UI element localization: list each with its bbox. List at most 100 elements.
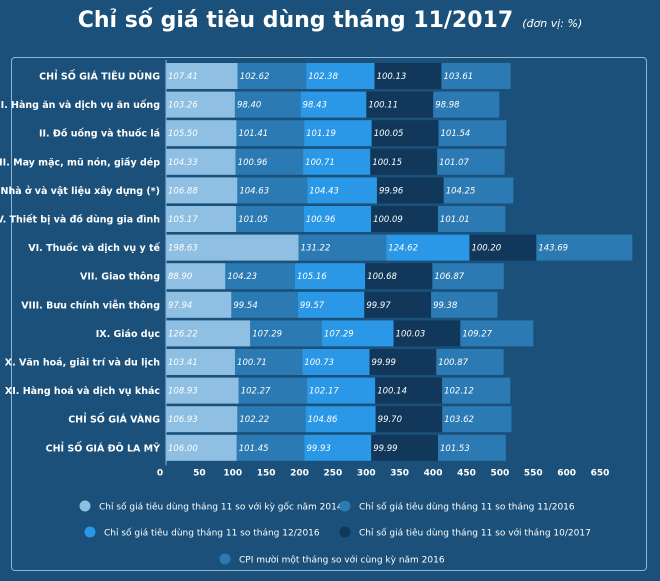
bar-value-label: 99.97 — [366, 301, 391, 311]
bar-segment — [438, 434, 506, 461]
bar-value-label: 101.07 — [439, 158, 469, 168]
bar-segment — [536, 234, 633, 261]
bar-segment — [321, 320, 394, 347]
legend-entry[interactable]: Chỉ số giá tiêu dùng tháng 11 so tháng 1… — [104, 528, 320, 539]
bar-segment — [166, 63, 238, 89]
bar-segment — [366, 91, 434, 118]
bar-value-label: 105.17 — [168, 215, 198, 225]
category-label: V. Thiết bị và đồ dùng gia đình — [0, 215, 160, 226]
category-label: VIII. Bưu chính viễn thông — [21, 300, 160, 311]
bar-value-label: 107.29 — [252, 329, 282, 339]
bar-value-label: 100.05 — [374, 129, 404, 139]
bar-segment — [371, 434, 439, 461]
bar-segment — [250, 320, 322, 347]
legend-entry[interactable]: Chỉ số giá tiêu dùng tháng 11 so tháng 1… — [359, 502, 575, 513]
bar-value-label: 107.29 — [324, 329, 354, 339]
bar-segment — [294, 263, 366, 290]
bar-value-label: 100.03 — [396, 329, 426, 339]
category-label: II. Đồ uống và thuốc lá — [39, 129, 160, 140]
bar-value-label: 131.22 — [301, 244, 331, 254]
x-tick-label: 250 — [324, 468, 343, 478]
bar-segment — [297, 291, 365, 318]
bar-segment — [376, 177, 444, 204]
bar-value-label: 100.13 — [377, 72, 407, 82]
bar-value-label: 102.62 — [240, 72, 270, 82]
bar-segment — [166, 263, 226, 290]
legend-entry[interactable]: Chỉ số giá tiêu dùng tháng 11 so với thá… — [359, 528, 591, 539]
bar-value-label: 104.63 — [239, 186, 269, 196]
legend-marker[interactable] — [219, 553, 231, 565]
legend-marker[interactable] — [339, 500, 351, 512]
category-label: CHỈ SỐ GIÁ VÀNG — [68, 413, 160, 426]
chart-unit: (đơn vị: %) — [522, 17, 583, 30]
bar-segment — [469, 234, 537, 261]
bar-segment — [166, 434, 237, 461]
bar-segment — [303, 206, 372, 232]
bar-segment — [375, 406, 443, 433]
bar-segment — [166, 206, 237, 232]
bar-value-label: 100.20 — [471, 244, 501, 254]
bar-value-label: 88.90 — [168, 272, 192, 282]
bar-value-label: 100.15 — [372, 158, 402, 168]
bar-segment — [235, 349, 303, 375]
category-label: I. Hàng ăn và dịch vụ ăn uống — [1, 100, 160, 111]
category-label: III. May mặc, mũ nón, giầy dép — [0, 157, 160, 168]
bar-value-label: 102.38 — [308, 72, 338, 82]
bar-segment — [166, 291, 232, 318]
bar-segment — [225, 263, 295, 290]
bar-segment — [231, 291, 298, 318]
bar-value-label: 100.71 — [305, 158, 335, 168]
bar-value-label: 99.38 — [433, 301, 458, 311]
bar-value-label: 102.17 — [309, 387, 339, 397]
bar-value-label: 106.87 — [434, 272, 464, 282]
bar-value-label: 101.01 — [440, 215, 470, 225]
category-label: XI. Hàng hoá và dịch vụ khác — [5, 386, 160, 397]
bar-value-label: 105.16 — [297, 272, 327, 282]
bar-value-label: 143.69 — [538, 244, 568, 254]
bar-value-label: 100.73 — [304, 358, 334, 368]
bar-value-label: 124.62 — [388, 244, 418, 254]
legend-marker[interactable] — [79, 500, 91, 512]
bar-value-label: 100.68 — [367, 272, 397, 282]
chart-title: Chỉ số giá tiêu dùng tháng 11/2017 — [77, 8, 514, 33]
legend-marker[interactable] — [339, 526, 351, 538]
bar-value-label: 100.14 — [377, 387, 407, 397]
x-tick-label: 350 — [390, 468, 409, 478]
category-label: VI. Thuốc và dịch vụ y tế — [28, 243, 160, 254]
bar-segment — [236, 120, 305, 147]
bar-value-label: 100.71 — [237, 358, 267, 368]
bar-value-label: 109.27 — [462, 329, 492, 339]
bar-value-label: 126.22 — [168, 329, 198, 339]
bar-segment — [304, 434, 372, 461]
bar-segment — [166, 406, 238, 433]
bar-segment — [302, 349, 370, 375]
bar-segment — [235, 148, 304, 175]
x-tick-label: 550 — [524, 468, 543, 478]
x-tick-label: 600 — [557, 468, 576, 478]
bar-value-label: 99.93 — [307, 444, 331, 454]
bar-value-label: 103.62 — [444, 415, 474, 425]
bar-value-label: 103.26 — [168, 101, 198, 111]
bar-segment — [375, 377, 443, 404]
bar-segment — [237, 177, 308, 204]
x-tick-label: 150 — [257, 468, 276, 478]
bar-value-label: 98.43 — [303, 101, 327, 111]
bar-segment — [374, 63, 442, 89]
category-label: VII. Giao thông — [80, 272, 160, 283]
bar-value-label: 103.61 — [443, 72, 473, 82]
bar-segment — [441, 63, 511, 89]
bar-segment — [443, 177, 514, 204]
bar-segment — [236, 434, 305, 461]
bar-value-label: 103.41 — [168, 358, 198, 368]
bar-value-label: 100.09 — [373, 215, 403, 225]
bar-segment — [442, 406, 512, 433]
bar-value-label: 104.23 — [227, 272, 257, 282]
legend-marker[interactable] — [84, 526, 96, 538]
legend-entry[interactable]: CPI mười một tháng so với cùng kỳ năm 20… — [239, 555, 445, 566]
bar-value-label: 100.87 — [438, 358, 468, 368]
chart-title-block: Chỉ số giá tiêu dùng tháng 11/2017 (đơn … — [0, 8, 660, 33]
bar-value-label: 106.93 — [168, 415, 198, 425]
bar-value-label: 100.96 — [306, 215, 336, 225]
bar-segment — [234, 91, 301, 118]
legend-entry[interactable]: Chỉ số giá tiêu dùng tháng 11 so với kỳ … — [99, 502, 343, 513]
